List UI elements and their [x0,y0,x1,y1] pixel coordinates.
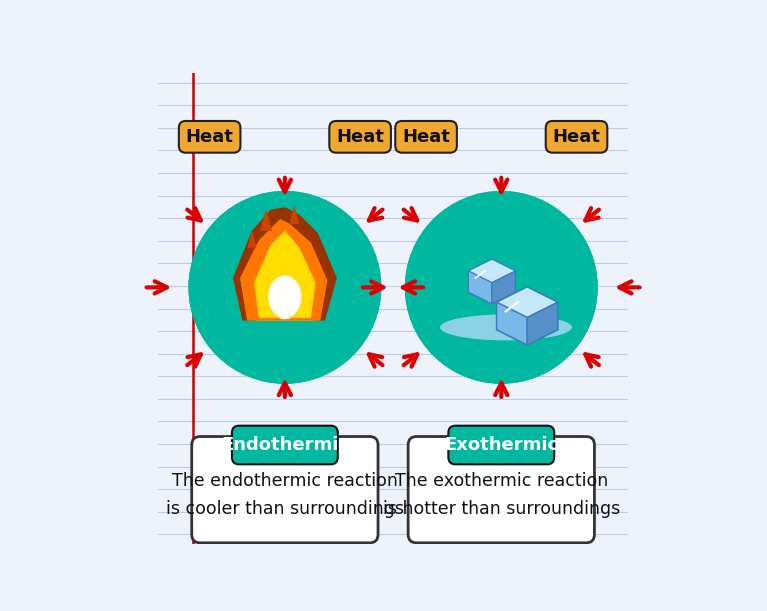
Polygon shape [260,210,272,231]
FancyBboxPatch shape [408,436,594,543]
Text: Heat: Heat [402,128,450,146]
Polygon shape [290,206,299,224]
Ellipse shape [269,293,300,319]
Polygon shape [527,302,558,345]
Polygon shape [233,207,337,320]
Text: Endothermic: Endothermic [221,436,349,454]
Text: The exothermic reaction
is hotter than surroundings: The exothermic reaction is hotter than s… [383,472,620,518]
Polygon shape [496,287,558,318]
Polygon shape [260,210,272,231]
Polygon shape [240,219,328,320]
Polygon shape [240,219,328,320]
Polygon shape [240,214,330,320]
Circle shape [405,191,597,384]
Polygon shape [492,271,515,304]
Polygon shape [469,259,515,283]
Polygon shape [233,207,337,320]
Ellipse shape [268,276,301,318]
Polygon shape [240,214,330,320]
Ellipse shape [440,315,572,340]
FancyBboxPatch shape [232,426,337,464]
Polygon shape [496,302,527,345]
FancyBboxPatch shape [449,426,555,464]
Polygon shape [469,259,515,283]
Text: Exothermic: Exothermic [444,436,558,454]
Circle shape [405,191,597,384]
Ellipse shape [268,276,301,318]
Text: The endothermic reaction
is cooler than surroundings: The endothermic reaction is cooler than … [166,472,404,518]
Polygon shape [248,231,256,247]
Polygon shape [255,231,315,318]
Circle shape [189,191,381,384]
Polygon shape [527,302,558,345]
Ellipse shape [440,315,572,340]
Polygon shape [255,231,315,318]
FancyBboxPatch shape [192,436,378,543]
Polygon shape [496,287,558,318]
Polygon shape [252,226,318,320]
Polygon shape [252,226,318,320]
Polygon shape [290,206,299,224]
Circle shape [189,191,381,384]
Text: Heat: Heat [186,128,234,146]
Polygon shape [492,271,515,304]
Text: Heat: Heat [336,128,384,146]
Polygon shape [248,231,256,247]
Ellipse shape [269,293,300,319]
Text: Heat: Heat [552,128,601,146]
Polygon shape [469,271,492,304]
Polygon shape [469,271,492,304]
Polygon shape [496,302,527,345]
